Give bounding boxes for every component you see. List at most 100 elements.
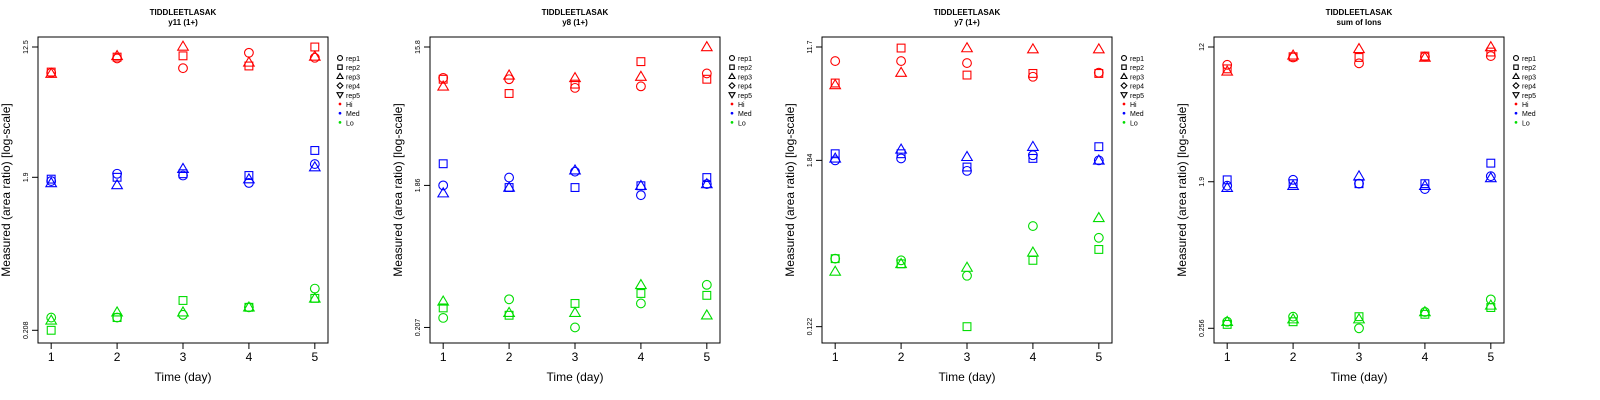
data-point (112, 172, 122, 182)
data-point (1418, 179, 1432, 190)
legend-entry: Lo (730, 120, 746, 127)
data-point (894, 257, 908, 269)
chart-title: TIDDLEETLASAK (934, 8, 1001, 17)
legend: rep1 rep2 rep3 rep4 rep5 Hi Med Lo (1512, 54, 1536, 127)
plot-frame (1213, 36, 1505, 344)
data-point (438, 180, 449, 191)
data-point (896, 153, 907, 164)
legend-label: rep2 (738, 65, 752, 72)
y-axis-label: Measured (area ratio) [log-scale] (783, 103, 797, 276)
data-point (960, 41, 974, 53)
data-point (1092, 153, 1106, 165)
legend-entry: Lo (1514, 120, 1530, 127)
data-point (46, 174, 56, 184)
legend-entry: rep4 (336, 81, 360, 91)
x-tick-label: 1 (48, 350, 55, 364)
data-point (176, 40, 190, 51)
x-axis-label: Time (day) (155, 370, 212, 384)
legend-marker (728, 54, 736, 62)
data-point (1092, 42, 1106, 54)
data-point (960, 150, 974, 162)
data-point (568, 306, 582, 317)
data-point (962, 70, 972, 80)
data-point (1222, 180, 1233, 191)
legend-label: rep4 (346, 84, 360, 91)
series-Hi (828, 41, 1106, 90)
data-point (830, 149, 840, 159)
x-tick-label: 2 (506, 350, 513, 364)
data-point (1220, 181, 1234, 193)
legend-marker (729, 64, 735, 70)
legend-marker (1514, 121, 1518, 124)
legend-marker (1120, 72, 1128, 80)
data-point (1027, 221, 1038, 231)
y-tick-label: 1.86 (415, 178, 422, 192)
legend-marker (1513, 64, 1519, 70)
legend-marker (728, 72, 736, 80)
y-tick-label: 11.7 (807, 40, 814, 53)
data-point (1418, 305, 1432, 317)
series-Hi (1220, 40, 1498, 76)
data-point (896, 56, 907, 66)
data-point (1352, 312, 1366, 324)
data-point (636, 57, 646, 67)
x-tick-label: 3 (572, 350, 579, 364)
x-tick-label: 2 (1290, 350, 1297, 364)
legend-entry: rep5 (1120, 92, 1144, 100)
x-tick-label: 4 (1422, 350, 1429, 364)
data-point (1418, 51, 1432, 62)
data-point (438, 303, 448, 313)
x-tick-label: 1 (440, 350, 447, 364)
x-tick-label: 5 (1487, 350, 1494, 364)
legend-marker (1120, 81, 1128, 90)
data-point (1222, 319, 1232, 329)
x-tick-label: 4 (246, 350, 253, 364)
legend-marker (1122, 111, 1126, 115)
legend-label: rep1 (1130, 56, 1144, 63)
data-point (243, 47, 254, 58)
data-point (1354, 53, 1364, 62)
data-point (1354, 178, 1364, 189)
data-point (570, 183, 580, 192)
data-point (112, 313, 122, 323)
data-point (308, 160, 322, 172)
data-point (636, 289, 646, 298)
y-tick-label: 0.207 (415, 319, 422, 337)
data-point (1093, 232, 1104, 243)
data-point (110, 305, 124, 317)
data-point (309, 52, 320, 63)
x-tick-label: 3 (180, 350, 187, 364)
data-point (178, 169, 188, 179)
legend-entry: Med (338, 111, 360, 118)
data-point (1352, 42, 1366, 54)
series-Lo (44, 283, 322, 335)
data-point (436, 186, 450, 198)
x-axis-label: Time (day) (939, 370, 996, 384)
data-point (700, 308, 714, 320)
data-point (176, 162, 190, 173)
legend-entry: rep3 (1120, 72, 1144, 81)
y-tick-label: 1.84 (807, 153, 814, 167)
legend-entry: rep5 (728, 92, 752, 100)
legend-label: rep1 (1522, 56, 1536, 63)
data-point (1222, 64, 1232, 74)
data-point (896, 43, 906, 53)
x-tick-label: 5 (1095, 350, 1102, 364)
data-point (1027, 150, 1038, 161)
data-point (702, 74, 712, 84)
data-point (176, 305, 190, 317)
data-point (436, 79, 450, 91)
data-point (568, 71, 582, 83)
x-tick-label: 2 (114, 350, 121, 364)
data-point (244, 171, 254, 180)
legend-marker (336, 92, 344, 99)
data-point (1094, 68, 1104, 78)
legend-label: rep5 (1522, 93, 1536, 100)
data-point (110, 178, 124, 190)
plot-frame (429, 36, 721, 344)
legend-marker (1512, 72, 1520, 80)
data-point (1286, 312, 1300, 324)
chart-title: TIDDLEETLASAK (542, 8, 609, 17)
data-point (308, 50, 322, 61)
